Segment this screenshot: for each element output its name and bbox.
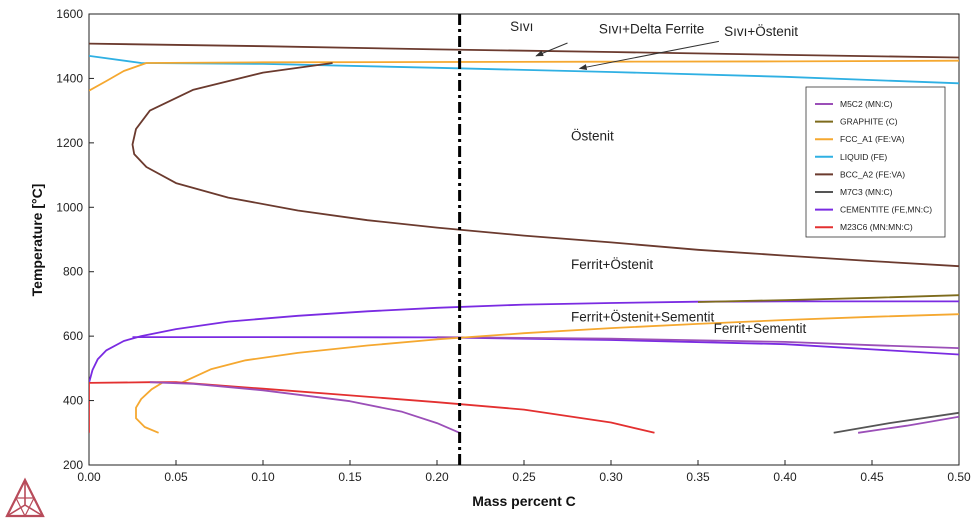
y-axis-title: Temperature [°C] (29, 184, 45, 297)
x-tick-label: 0.40 (773, 470, 797, 484)
y-tick-label: 400 (63, 394, 83, 408)
x-tick-label: 0.20 (425, 470, 449, 484)
y-tick-label: 200 (63, 458, 83, 472)
legend: M5C2 (MN:C) GRAPHITE (C) FCC_A1 (FE:VA) LIQ… (806, 87, 945, 237)
y-tick-label: 1200 (56, 136, 83, 150)
y-tick-label: 800 (63, 265, 83, 279)
legend-entry-label: CEMENTITE (FE,MN:C) (840, 205, 932, 215)
x-tick-label: 0.10 (251, 470, 275, 484)
legend-entry-label: M7C3 (MN:C) (840, 187, 893, 197)
y-tick-label: 600 (63, 329, 83, 343)
legend-entry-label: FCC_A1 (FE:VA) (840, 134, 905, 144)
thermo-calc-logo (7, 480, 43, 516)
region-label: Sıvı+Östenit (724, 24, 798, 39)
plot-area (89, 14, 959, 465)
y-tick-label: 1600 (56, 7, 83, 21)
x-tick-label: 0.45 (860, 470, 884, 484)
y-axis: 200 400 600 800 1000 1200 1400 1600 (56, 7, 94, 472)
region-label: Sıvı+Delta Ferrite (599, 21, 704, 36)
x-axis-title: Mass percent C (472, 493, 575, 509)
x-tick-label: 0.30 (599, 470, 623, 484)
region-label: Ferrit+Östenit (571, 257, 653, 272)
region-label: Ferrit+Sementit (714, 321, 807, 336)
legend-entry-label: LIQUID (FE) (840, 152, 887, 162)
region-label: Östenit (571, 129, 614, 144)
x-tick-label: 0.35 (686, 470, 710, 484)
region-label: Ferrit+Östenit+Sementit (571, 310, 715, 325)
y-tick-label: 1000 (56, 200, 83, 214)
region-label: Sıvı (510, 19, 533, 34)
legend-entry-label: GRAPHITE (C) (840, 117, 898, 127)
legend-entry-label: M23C6 (MN:MN:C) (840, 222, 913, 232)
x-tick-label: 0.25 (512, 470, 536, 484)
x-tick-label: 0.05 (164, 470, 188, 484)
x-tick-label: 0.00 (77, 470, 101, 484)
y-tick-label: 1400 (56, 71, 83, 85)
x-tick-label: 0.50 (947, 470, 971, 484)
x-tick-label: 0.15 (338, 470, 362, 484)
legend-entry-label: BCC_A2 (FE:VA) (840, 169, 905, 179)
legend-entry-label: M5C2 (MN:C) (840, 99, 893, 109)
